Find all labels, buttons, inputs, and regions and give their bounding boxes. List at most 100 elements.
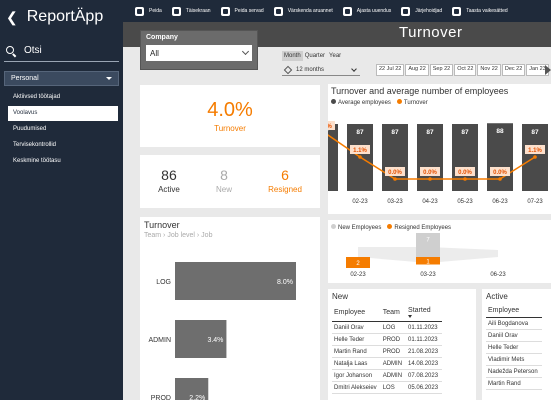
new-employees-bar[interactable] [416, 233, 440, 257]
period-tab[interactable]: Quarter [302, 51, 328, 61]
active-employees-table-card: Active Employee Aili Bogdanova Daniil Ora… [482, 289, 551, 400]
table-row[interactable]: Igor Johanson ADMIN 07.08.2023 [332, 369, 443, 382]
table-cell: Nadežda Peterson [486, 365, 542, 378]
table-row[interactable]: Dmitri Alekseiev LOS 05.06.2023 [332, 381, 443, 394]
timeline-month[interactable]: Dec 22 [501, 64, 526, 76]
turnover-point[interactable] [358, 155, 362, 159]
flow-x-tick-label: 06-23 [490, 272, 506, 278]
period-range-select[interactable]: 12 months [282, 64, 360, 76]
table-cell: Dmitri Alekseiev [332, 381, 381, 394]
caret-down-icon [106, 77, 112, 80]
avg-employees-value-label: 87 [426, 129, 434, 136]
resigned-count-value: 6 [281, 167, 289, 183]
new-employees-table: Employee Team Started Daniil Orav LOG 01.11.… [332, 305, 443, 394]
turnover-label-box [525, 145, 545, 154]
table-row[interactable]: Daniil Orav LOG 01.11.2023 [332, 321, 443, 334]
sidebar-item[interactable]: Keskmine töötasu [13, 158, 61, 164]
toolbar-button[interactable]: Värskenda aruannet [273, 6, 333, 16]
toolbar-button[interactable]: Täisekraan [171, 6, 211, 16]
turnover-point[interactable] [498, 177, 502, 181]
sidebar-item[interactable]: Voolavus [8, 106, 118, 121]
table-cell: 05.06.2023 [406, 381, 443, 394]
toolbar-button[interactable]: Järjehoidjad [401, 6, 442, 16]
new-employees-table-card: New Employee Team Started Daniil Orav LOG 01… [328, 289, 476, 400]
sidebar-item[interactable]: Puudumised [13, 126, 47, 132]
avg-employees-bar[interactable] [328, 124, 338, 191]
period-tab[interactable]: Month [282, 51, 303, 61]
hbar-value-label: 3.4% [207, 337, 223, 344]
turnover-kpi-label: Turnover [214, 124, 246, 133]
company-select[interactable]: All [146, 45, 252, 61]
table-row[interactable]: Martin Rand [486, 377, 542, 390]
turnover-point[interactable] [428, 177, 432, 181]
turnover-label-box [455, 167, 475, 176]
toolbar-button[interactable]: Peida servad [220, 6, 264, 16]
chevron-left-icon[interactable]: ❮ [6, 8, 18, 25]
combo-x-tick-label: 06-23 [492, 199, 508, 205]
hbar-bar[interactable] [175, 262, 296, 300]
toolbar-button-label: Ajasta uuendus [356, 8, 392, 14]
bookmark-icon [401, 6, 411, 16]
avg-employees-value-label: 87 [461, 129, 469, 136]
resigned-count-label: Resigned [268, 185, 302, 194]
timeline-next-icon[interactable] [545, 65, 551, 75]
table-header-cell[interactable]: Employee [332, 305, 381, 322]
table-row[interactable]: Vladimir Mets [486, 353, 542, 366]
sidebar-header: ❮ ReportÄpp [0, 0, 123, 34]
turnover-point[interactable] [533, 155, 537, 159]
toolbar-button[interactable]: Taasta vaikesätted [452, 6, 508, 16]
toolbar-button[interactable]: Ajasta uuendus [342, 6, 392, 16]
table-cell: Igor Johanson [332, 369, 381, 382]
legend-resigned-employees: Resigned Employees [387, 224, 451, 231]
table-header-cell[interactable]: Employee [486, 305, 542, 318]
new-count-label: New [215, 185, 232, 194]
sidebar-item[interactable]: Aktiivsed töötajad [13, 94, 61, 100]
table-cell: LOS [380, 381, 407, 394]
table-cell: 14.08.2023 [406, 357, 443, 370]
flow-chart-svg: 2 02-23 7 1 03-23 06-23 [346, 233, 506, 278]
table-cell: 01.11.2023 [406, 333, 443, 346]
table-row[interactable]: Nadežda Peterson [486, 365, 542, 378]
toolbar: Peida Täisekraan Peida servad Värskenda aru… [123, 0, 551, 22]
hbar-category-label: ADMIN [148, 337, 171, 344]
timeline-month[interactable]: Aug 22 [405, 64, 429, 76]
table-row[interactable]: Helle Teder [486, 341, 542, 354]
resigned-employees-bar[interactable] [416, 257, 440, 265]
search-label: Otsi [24, 45, 42, 56]
timeline-month[interactable]: 22 Jul 22 [376, 64, 405, 76]
new-count-value: 8 [220, 167, 228, 183]
period-tab[interactable]: Year [327, 51, 344, 61]
toolbar-button[interactable]: Peida [135, 6, 162, 16]
turnover-label-box [350, 145, 370, 154]
category-dropdown[interactable]: Personal [4, 71, 119, 86]
table-row[interactable]: Aili Bogdanova [486, 317, 542, 330]
toolbar-button-label: Täisekraan [185, 8, 211, 14]
timeline-month[interactable]: Sep 22 [429, 64, 454, 76]
table-row[interactable]: Martin Rand PROD 21.08.2023 [332, 345, 443, 358]
avg-employees-value-label: 87 [328, 129, 329, 136]
table-cell: LOG [380, 321, 407, 334]
turnover-point[interactable] [393, 177, 397, 181]
turnover-chart-title: Turnover [144, 220, 180, 230]
table-header-cell[interactable]: Team [380, 305, 407, 322]
turnover-point[interactable] [463, 177, 467, 181]
sidebar-search[interactable]: Otsi [4, 40, 119, 62]
table-row[interactable]: Daniil Orav [486, 329, 542, 342]
turnover-value-label: 0.0% [388, 170, 402, 176]
new-resigned-flow-chart: New Employees Resigned Employees 2 02-23 7… [328, 220, 551, 283]
hbar-bar[interactable] [175, 320, 227, 358]
resigned-employees-bar[interactable] [346, 257, 370, 268]
hbar-bar[interactable] [175, 378, 209, 400]
sidebar-item[interactable]: Tervisekontrollid [13, 142, 57, 148]
table-header-cell[interactable]: Started [406, 305, 443, 322]
avg-employees-value-label: 87 [391, 129, 399, 136]
table-row[interactable]: Natalja Laas ADMIN 14.08.2023 [332, 357, 443, 370]
turnover-value-label: 0.0% [423, 170, 437, 176]
table-row[interactable]: Helle Teder PROD 01.11.2023 [332, 333, 443, 346]
table-cell: Aili Bogdanova [486, 317, 542, 330]
turnover-kpi-card: 4.0% Turnover [140, 85, 320, 147]
timeline-month[interactable]: Nov 22 [477, 64, 501, 76]
timeline-month[interactable]: Oct 22 [454, 64, 477, 76]
table-cell: Natalja Laas [332, 357, 381, 370]
turnover-avg-employees-chart: Turnover and average number of employees… [328, 84, 551, 214]
